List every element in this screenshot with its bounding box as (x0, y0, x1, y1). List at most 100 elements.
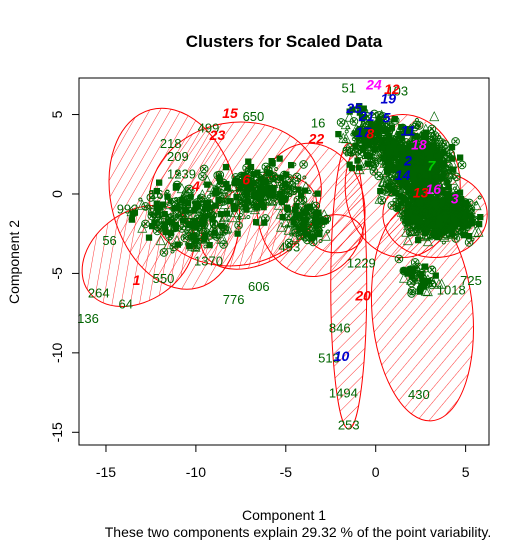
cloud-mark: ■ (433, 142, 441, 157)
cloud-mark: △ (418, 210, 428, 225)
cloud-mark: △ (432, 172, 442, 187)
cloud-mark: ∘ (455, 186, 463, 201)
cloud-mark: ⊗ (389, 172, 400, 187)
cloud-mark: ⊗ (408, 192, 419, 207)
cloud-mark: △ (383, 182, 393, 197)
cloud-mark: ■ (423, 170, 431, 185)
cloud-mark: ∘ (416, 177, 424, 192)
cloud-mark: ∘ (440, 141, 448, 156)
cloud-mark: ■ (397, 144, 405, 159)
chart-subtitle: These two components explain 29.32 % of … (105, 524, 492, 540)
cloud-mark: ∘ (423, 192, 431, 207)
cloud-mark: △ (404, 154, 414, 169)
cloud-mark: ⊗ (423, 152, 434, 167)
cloud-mark: △ (407, 129, 417, 144)
cloud-mark: ∘ (396, 154, 404, 169)
cloud-mark: ■ (397, 153, 405, 168)
cloud-mark: ■ (402, 178, 410, 193)
cloud-mark: ⊗ (438, 160, 449, 175)
cloud-mark: ■ (396, 188, 404, 203)
cloud-mark: △ (437, 193, 447, 208)
cloud-mark: ∘ (421, 174, 429, 189)
cloud-mark: △ (419, 164, 429, 179)
cloud-mark: ∘ (394, 173, 402, 188)
cloud-mark: △ (429, 194, 439, 209)
cloud-mark: ∘ (440, 137, 448, 152)
cloud-mark: △ (420, 175, 430, 190)
cloud-mark: ⊗ (438, 164, 449, 179)
cloud-mark: ■ (403, 153, 411, 168)
cloud-mark: ∘ (381, 167, 389, 182)
cloud-mark: ■ (404, 184, 412, 199)
cloud-mark: ⊗ (431, 149, 442, 164)
cloud-mark: ∘ (415, 157, 423, 172)
cloud-mark: ⊗ (432, 142, 443, 157)
cloud-mark: ∘ (312, 222, 320, 237)
cloud-mark: ⊗ (411, 161, 422, 176)
cloud-mark: △ (395, 134, 405, 149)
cloud-mark: ∘ (402, 167, 410, 182)
cloud-mark: ■ (426, 152, 434, 167)
cloud-mark: ⊗ (418, 127, 429, 142)
cloud-mark: ■ (403, 123, 411, 138)
cloud-mark: ∘ (417, 140, 425, 155)
cloud-mark: ■ (401, 170, 409, 185)
cloud-mark: △ (404, 135, 414, 150)
cloud-mark: ⊗ (404, 179, 415, 194)
cloud-mark: ∘ (427, 161, 435, 176)
cloud-mark: △ (396, 171, 406, 186)
cloud-mark: ∘ (409, 146, 417, 161)
cloud-mark: ■ (417, 180, 425, 195)
cloud-mark: ⊗ (411, 179, 422, 194)
cloud-mark: △ (400, 160, 410, 175)
cloud-mark: ⊗ (379, 183, 390, 198)
cloud-mark: ∘ (438, 159, 446, 174)
cloud-mark: ⊗ (413, 139, 424, 154)
x-axis: -15 -10 -5 0 5 (96, 444, 470, 480)
cloud-mark: ∘ (426, 166, 434, 181)
cloud-mark: ⊗ (414, 118, 425, 133)
cloud-mark: ⊗ (443, 158, 454, 173)
cloud-mark: △ (404, 176, 414, 191)
cloud-mark: △ (399, 138, 409, 153)
cloud-mark: ■ (413, 176, 421, 191)
cloud-mark: ∘ (397, 177, 405, 192)
point-label: 493 (279, 239, 301, 254)
cloud-mark: ∘ (272, 161, 280, 176)
cloud-mark: ■ (420, 182, 428, 197)
cloud-mark: ∘ (424, 186, 432, 201)
cloud-mark: ■ (383, 164, 391, 179)
cloud-mark: ∘ (424, 188, 432, 203)
cloud-mark: ⊗ (383, 180, 394, 195)
cloud-mark: ∘ (406, 161, 414, 176)
cloud-mark: △ (420, 169, 430, 184)
cloud-mark: ■ (410, 173, 418, 188)
cloud-mark: ⊗ (420, 162, 431, 177)
cloud-mark: △ (385, 155, 395, 170)
cluster-label: 6 (242, 172, 250, 188)
cloud-mark: △ (406, 162, 416, 177)
cloud-mark: △ (429, 154, 439, 169)
cloud-mark: ⊗ (426, 156, 437, 171)
cloud-mark: ⊗ (435, 158, 446, 173)
cloud-mark: ∘ (415, 172, 423, 187)
cloud-mark: ■ (403, 159, 411, 174)
cloud-mark: ⊗ (422, 169, 433, 184)
cloud-mark: ■ (398, 130, 406, 145)
cloud-mark: △ (427, 171, 437, 186)
cloud-mark: ⊗ (429, 204, 440, 219)
cloud-mark: ■ (406, 143, 414, 158)
cloud-mark: ∘ (393, 154, 401, 169)
cloud-mark: ⊗ (396, 163, 407, 178)
cloud-mark: ■ (417, 162, 425, 177)
cloud-mark: ∘ (205, 225, 213, 240)
cloud-mark: ∘ (421, 195, 429, 210)
cloud-mark: ∘ (425, 158, 433, 173)
cluster-label: 19 (381, 91, 397, 107)
cloud-mark: ⊗ (428, 171, 439, 186)
cluster-label: 21 (358, 108, 375, 124)
cloud-mark: ⊗ (432, 172, 443, 187)
cloud-mark: ⊗ (411, 184, 422, 199)
cloud-mark: ∘ (402, 172, 410, 187)
cloud-mark: △ (414, 154, 424, 169)
